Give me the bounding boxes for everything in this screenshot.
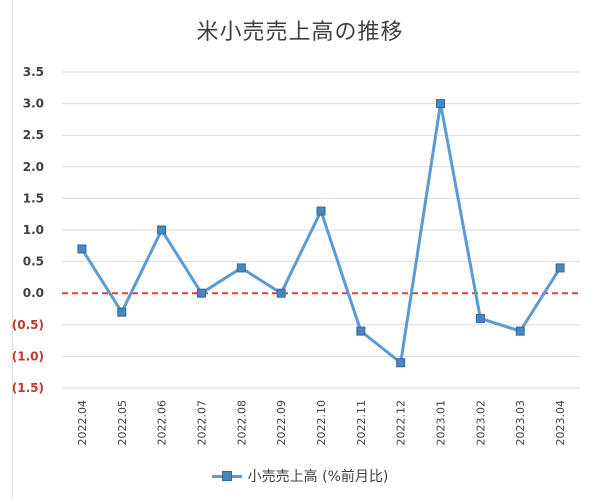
- y-tick-label: 0.5: [23, 255, 44, 269]
- y-tick-label: (0.5): [12, 318, 44, 332]
- data-point-marker: [555, 263, 565, 273]
- y-tick-label: 3.0: [23, 97, 44, 111]
- x-tick-label: 2022.11: [355, 400, 368, 446]
- x-tick-label: 2022.06: [156, 400, 169, 446]
- x-tick-label: 2023.02: [474, 400, 487, 446]
- legend-series-label: 小売売上高 (%前月比): [247, 469, 389, 485]
- legend-series-marker: [211, 470, 242, 482]
- data-point-marker: [436, 99, 446, 109]
- x-tick-label: 2023.01: [435, 400, 448, 446]
- data-point-marker: [515, 326, 525, 336]
- data-point-marker: [276, 288, 286, 298]
- x-tick-label: 2022.07: [195, 400, 208, 446]
- y-tick-label: 1.5: [23, 191, 44, 205]
- x-tick-label: 2022.09: [275, 400, 288, 446]
- data-point-marker: [157, 225, 167, 235]
- x-tick-label: 2023.04: [554, 400, 567, 446]
- data-point-marker: [475, 313, 485, 323]
- spreadsheet-edge: [0, 0, 13, 500]
- data-point-marker: [316, 206, 326, 216]
- y-tick-label: 2.5: [23, 128, 44, 142]
- legend: 小売売上高 (%前月比): [0, 466, 600, 486]
- x-tick-label: 2022.04: [76, 400, 89, 446]
- x-tick-label: 2022.08: [235, 400, 248, 446]
- x-tick-label: 2022.10: [315, 400, 328, 446]
- data-point-marker: [77, 244, 87, 254]
- y-tick-label: 2.0: [23, 160, 44, 174]
- y-tick-label: 1.0: [23, 223, 44, 237]
- data-point-marker: [196, 288, 206, 298]
- data-point-marker: [236, 263, 246, 273]
- data-point-marker: [396, 358, 406, 368]
- x-tick-label: 2023.03: [514, 400, 527, 446]
- y-tick-label: 3.5: [23, 65, 44, 79]
- y-tick-label: (1.0): [12, 349, 44, 363]
- y-tick-label: 0.0: [23, 286, 44, 300]
- series-line: [80, 102, 562, 365]
- chart-title: 米小売売上高の推移: [196, 20, 404, 45]
- data-point-marker: [117, 307, 127, 317]
- x-tick-label: 2022.12: [395, 400, 408, 446]
- data-point-marker: [356, 326, 366, 336]
- y-tick-label: (1.5): [12, 381, 44, 395]
- x-tick-label: 2022.05: [116, 400, 129, 446]
